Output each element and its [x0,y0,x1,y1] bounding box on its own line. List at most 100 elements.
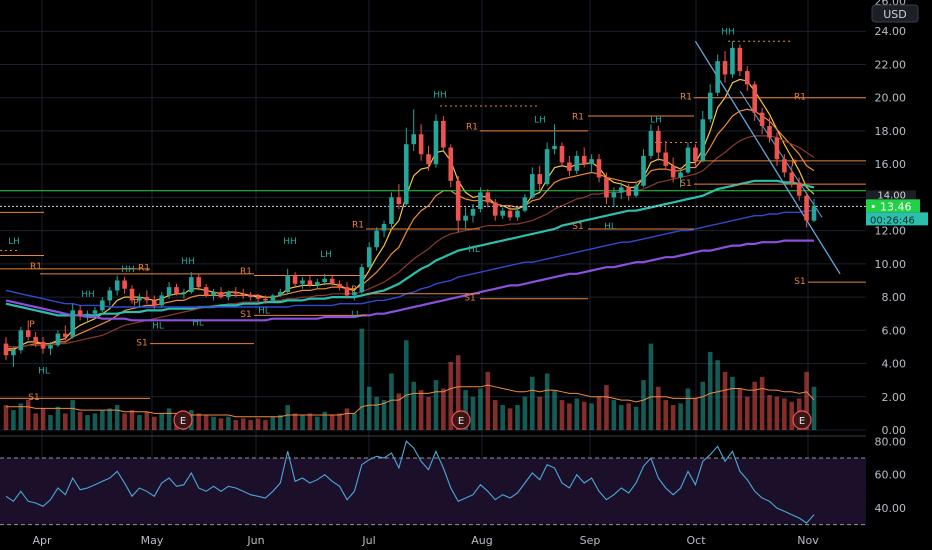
candle-body [759,112,765,126]
pivot-label: P [351,285,357,295]
volume-bar [470,396,476,430]
pivot-label: P [133,298,139,308]
candle-body [589,159,594,165]
price-tick-label: 2.00 [882,391,907,404]
earnings-marker [173,410,193,430]
candlesticks[interactable] [3,41,817,367]
volume-bar [596,396,602,430]
volume-bar [670,405,676,430]
candle-body [226,292,231,298]
ema_slow-line [6,135,815,348]
candle-body [248,295,253,298]
candle-body [381,223,387,231]
r1-label: R1 [138,263,150,273]
pivot-levels [0,40,866,399]
volume-bar [263,420,268,430]
candle-body [478,192,483,210]
candle-body [151,300,157,306]
volume-bar [166,408,172,430]
candle-body [114,280,120,291]
volume-bar [774,396,780,430]
candle-body [581,155,587,165]
lower-high-label: LH [534,116,546,126]
candle-body [300,280,305,284]
candle-body [255,297,261,299]
month-label: Oct [686,534,706,547]
volume-bar [233,420,239,430]
volume-bar [418,390,424,430]
volume-bar [633,406,639,430]
candle-body [485,192,491,203]
price-tick-label: 12.00 [875,225,907,238]
higher-low-label: HL [258,307,270,317]
higher-low-label: HL [604,222,616,232]
volume-bar [3,405,9,430]
candle-body [455,180,461,221]
higher-low-label: HL [152,322,164,332]
volume-ma-line [6,384,815,418]
candle-body [322,278,328,283]
volume-bar [626,403,631,430]
volume-bar [248,420,253,430]
candle-body [40,341,46,349]
month-label: Jun [246,534,264,547]
volume-bar [196,413,202,430]
rsi-panel: 40.00 60.00 80.00 [0,435,906,526]
candle-body [611,192,617,198]
volume-bar [618,405,624,430]
candle-body [567,162,572,171]
volume-bar [552,390,557,430]
volume-bar [255,418,261,430]
candle-body [240,293,246,296]
volume-bar [403,340,409,430]
volume-bar [752,381,757,430]
candle-body [515,210,520,218]
candle-body [211,292,216,296]
volume-bar [40,408,46,430]
candle-body [159,295,164,306]
volume-bar [448,361,454,430]
candle-body [737,47,743,72]
volume-bar [18,403,24,430]
price-tick-label: 8.00 [882,291,907,304]
lower-high-label: LH [650,116,662,126]
price-tag-green [866,199,920,213]
candle-body [263,298,268,301]
volume-bar [567,403,572,430]
lower-low-label: LL [351,310,361,320]
candle-body [85,313,90,316]
higher-low-label: HL [38,367,50,377]
volume-bar [70,400,76,430]
price-tick-label: 16.00 [875,158,907,171]
volume-bar [722,371,728,430]
volume-bar [359,328,365,430]
volume-bar [478,388,483,430]
volume-bar [329,415,335,430]
candle-body [70,310,76,337]
candle-body [315,282,320,286]
earnings-marker [792,410,812,430]
volume-bar [300,415,305,430]
volume-bar [530,376,535,430]
r1-label: R1 [466,122,478,132]
time-axis[interactable]: Apr May Jun Jul Aug Sep Oct Nov [32,534,819,547]
price-tag-top-text: 14.00 [877,190,906,201]
candle-body [203,287,209,296]
volume-bar [374,396,379,430]
s1-label: S1 [240,310,251,320]
ma100-line [5,210,814,308]
candle-body [307,280,313,286]
candle-body [3,343,9,356]
price-axis[interactable]: 0.00 2.00 4.00 6.00 8.00 10.00 12.00 16.00 18.00… [875,0,907,437]
candle-body [359,267,365,293]
candle-body [522,197,528,211]
higher-high-label: HH [721,28,735,38]
volume-bar [322,411,328,430]
price-tag-countdown-text: 00:26:46 [870,215,915,226]
ma200-line [5,239,814,322]
candle-body [782,159,787,173]
candle-body [122,280,127,289]
volume-bar [100,410,105,430]
